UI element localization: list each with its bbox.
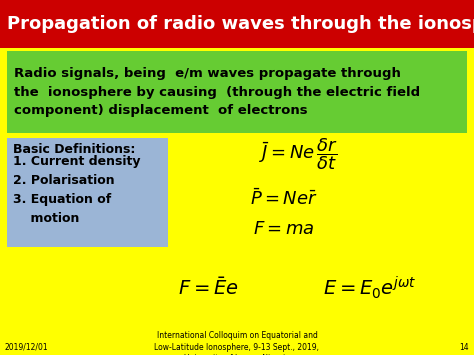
- Text: Propagation of radio waves through the ionosphere: Propagation of radio waves through the i…: [7, 15, 474, 33]
- Text: $E = E_0 e^{j\omega t}$: $E = E_0 e^{j\omega t}$: [323, 274, 417, 301]
- Text: International Colloquim on Equatorial and
Low-Latitude Ionosphere, 9-13 Sept., 2: International Colloquim on Equatorial an…: [155, 331, 319, 355]
- Text: Basic Definitions:: Basic Definitions:: [13, 143, 135, 156]
- Text: $F = \bar{E}e$: $F = \bar{E}e$: [178, 277, 239, 299]
- Text: Radio signals, being  e/m waves propagate through
the  ionosphere by causing  (t: Radio signals, being e/m waves propagate…: [14, 67, 420, 117]
- FancyBboxPatch shape: [0, 0, 474, 48]
- Text: $F = ma$: $F = ma$: [254, 220, 315, 238]
- Text: 14: 14: [460, 343, 469, 352]
- Text: $\bar{J} = Ne\,\dfrac{\delta r}{\delta t}$: $\bar{J} = Ne\,\dfrac{\delta r}{\delta t…: [259, 137, 338, 172]
- Text: 2019/12/01: 2019/12/01: [5, 343, 48, 352]
- FancyBboxPatch shape: [7, 138, 168, 247]
- Text: $\bar{P} = Ne\bar{r}$: $\bar{P} = Ne\bar{r}$: [250, 189, 319, 209]
- Text: 1. Current density
2. Polarisation
3. Equation of
    motion: 1. Current density 2. Polarisation 3. Eq…: [13, 155, 140, 225]
- FancyBboxPatch shape: [7, 51, 467, 133]
